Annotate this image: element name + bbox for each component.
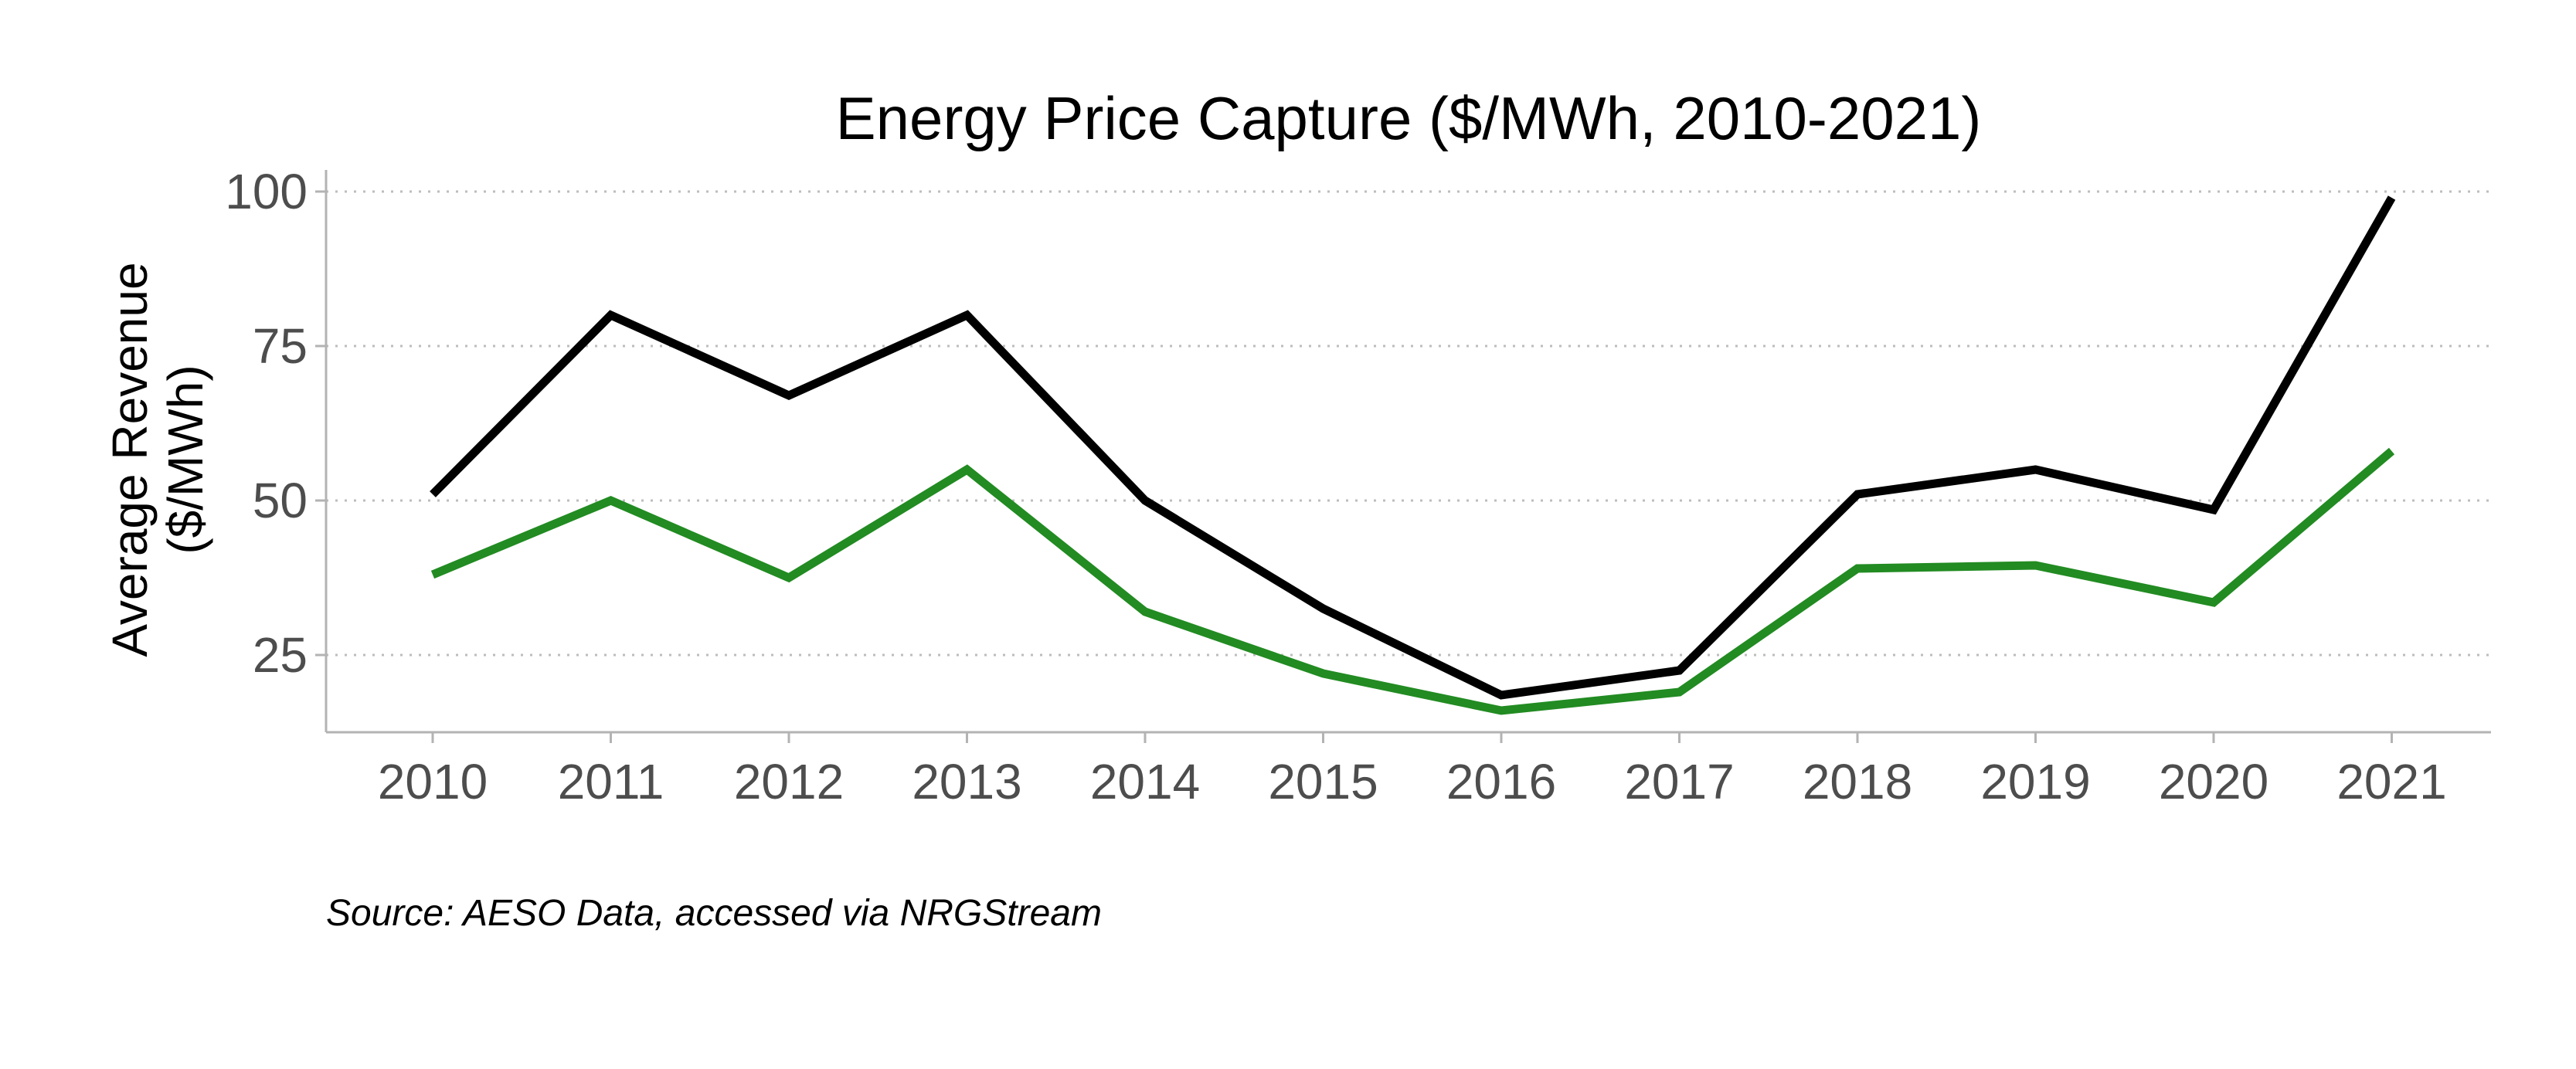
y-tick-label-100: 100 <box>225 164 308 219</box>
series-layer <box>430 195 2396 715</box>
x-tick-label-2011: 2011 <box>558 754 664 809</box>
x-tick-label-2017: 2017 <box>1624 754 1734 809</box>
gridlines <box>326 190 2491 657</box>
x-ticks: 2010 2011 2012 2013 2014 2015 2016 2017 2018 2019… <box>378 732 2447 809</box>
x-tick-label-2015: 2015 <box>1268 754 1378 809</box>
y-axis-label: Average Revenue ($/MWh) <box>102 262 213 657</box>
y-tick-label-75: 75 <box>253 318 308 374</box>
x-tick-label-2019: 2019 <box>1980 754 2090 809</box>
x-tick-label-2016: 2016 <box>1446 754 1556 809</box>
axes <box>325 170 2491 734</box>
series-line-2 <box>430 447 2395 715</box>
x-tick-label-2021: 2021 <box>2336 754 2446 809</box>
y-tick-label-25: 25 <box>253 627 308 683</box>
y-tick-label-50: 50 <box>253 473 308 528</box>
x-tick-label-2012: 2012 <box>734 754 844 809</box>
y-axis-label-line-2: ($/MWh) <box>158 365 213 554</box>
series-line-1 <box>430 195 2396 700</box>
x-tick-label-2013: 2013 <box>912 754 1021 809</box>
x-tick-label-2014: 2014 <box>1090 754 1200 809</box>
y-ticks: 25 50 75 100 <box>225 164 326 683</box>
source-caption: Source: AESO Data, accessed via NRGStrea… <box>326 893 1102 934</box>
y-axis-label-line-1: Average Revenue <box>102 262 158 657</box>
x-tick-label-2020: 2020 <box>2159 754 2268 809</box>
chart-title: Energy Price Capture ($/MWh, 2010-2021) <box>836 84 1982 152</box>
x-tick-label-2010: 2010 <box>378 754 488 809</box>
x-tick-label-2018: 2018 <box>1803 754 1912 809</box>
